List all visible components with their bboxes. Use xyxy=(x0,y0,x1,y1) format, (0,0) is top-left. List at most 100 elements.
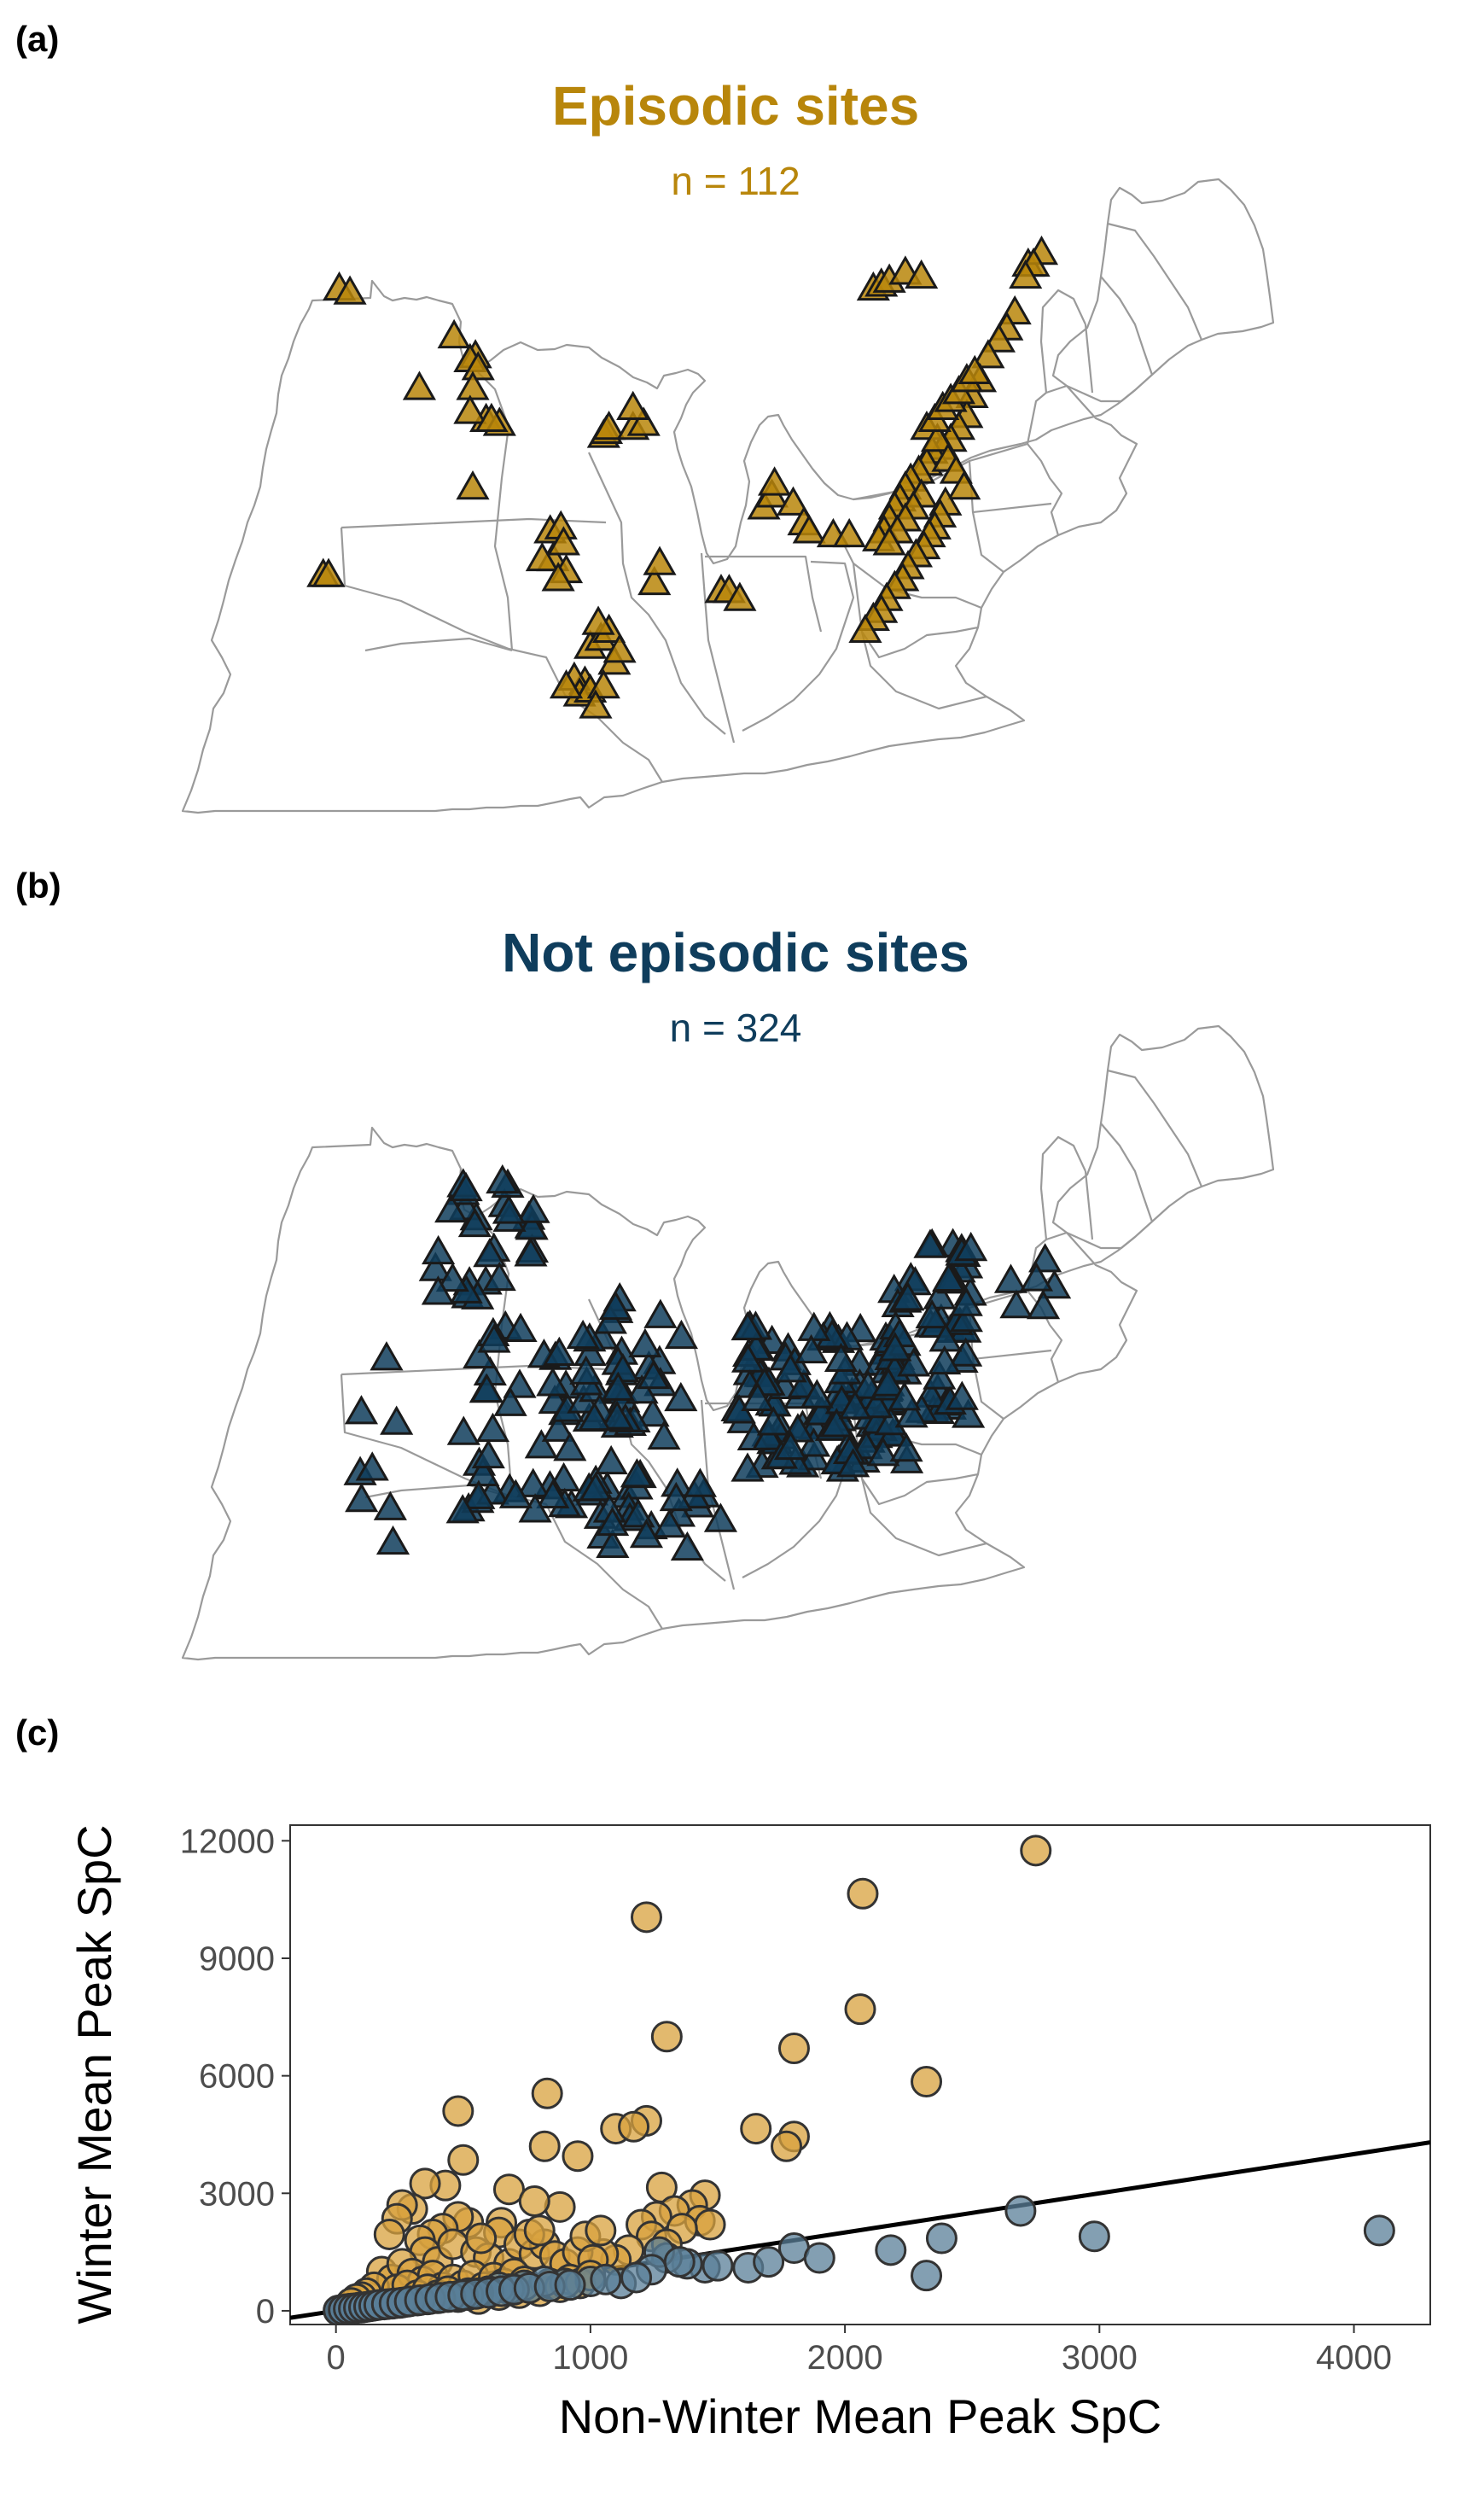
not-episodic-site-marker xyxy=(795,1333,829,1364)
not-episodic-site-marker xyxy=(566,1319,600,1350)
episodic-point xyxy=(740,2113,772,2145)
panel-letter-a: (a) xyxy=(15,19,59,59)
episodic-site-marker xyxy=(333,275,367,305)
x-tick-label: 1000 xyxy=(552,2339,628,2377)
episodic-point xyxy=(777,2033,810,2065)
not-episodic-site-marker xyxy=(596,1528,630,1559)
not-episodic-point xyxy=(925,2222,958,2255)
episodic-site-marker xyxy=(958,354,992,385)
episodic-site-marker xyxy=(947,470,981,500)
not-episodic-site-marker xyxy=(569,1355,603,1385)
y-tick-label: 3000 xyxy=(199,2175,275,2213)
episodic-site-marker xyxy=(776,486,811,516)
episodic-point xyxy=(528,2130,561,2162)
episodic-point xyxy=(373,2218,405,2250)
not-episodic-site-marker xyxy=(756,1406,790,1436)
not-episodic-site-marker xyxy=(741,1381,775,1412)
episodic-site-marker xyxy=(602,633,637,663)
not-episodic-site-marker xyxy=(434,1193,469,1223)
episodic-site-marker xyxy=(311,557,346,587)
not-episodic-site-marker xyxy=(819,1408,853,1438)
not-episodic-site-marker xyxy=(1026,1289,1061,1320)
not-episodic-point xyxy=(1363,2214,1395,2247)
not-episodic-site-marker xyxy=(486,1164,520,1194)
not-episodic-site-marker xyxy=(652,1508,687,1538)
episodic-site-marker xyxy=(437,318,471,349)
episodic-site-marker xyxy=(723,581,757,611)
not-episodic-point xyxy=(875,2234,907,2266)
not-episodic-site-marker xyxy=(894,1398,928,1428)
not-episodic-site-marker xyxy=(999,1289,1033,1319)
episodic-site-marker xyxy=(981,323,1016,353)
not-episodic-site-marker xyxy=(469,1373,504,1403)
not-episodic-site-marker xyxy=(730,1452,765,1482)
not-episodic-point xyxy=(753,2246,785,2278)
y-axis: 0 3000 6000 9000 12000 xyxy=(180,1823,290,2330)
map-episodic xyxy=(181,178,1275,814)
not-episodic-site-marker xyxy=(601,1371,635,1401)
x-axis-label: Non-Winter Mean Peak SpC xyxy=(559,2389,1162,2443)
episodic-site-marker xyxy=(456,370,490,400)
not-episodic-site-marker xyxy=(435,1262,469,1292)
episodic-point xyxy=(518,2185,550,2217)
not-episodic-site-marker xyxy=(370,1341,404,1371)
not-episodic-site-marker xyxy=(577,1401,612,1432)
not-episodic-site-marker xyxy=(993,1263,1028,1293)
not-episodic-site-marker xyxy=(579,1471,613,1502)
episodic-point xyxy=(409,2167,441,2200)
y-tick-label: 12000 xyxy=(180,1823,275,1860)
not-episodic-site-marker xyxy=(647,1420,681,1450)
not-episodic-site-marker xyxy=(498,1479,533,1508)
not-episodic-site-marker xyxy=(503,1368,537,1398)
not-episodic-site-marker xyxy=(600,1400,634,1430)
not-episodic-site-marker xyxy=(375,1525,410,1555)
not-episodic-point xyxy=(554,2269,586,2301)
not-episodic-point xyxy=(590,2263,622,2295)
not-episodic-site-marker xyxy=(593,1304,627,1334)
map-title-episodic: Episodic sites xyxy=(552,75,919,137)
not-episodic-site-marker xyxy=(866,1437,900,1467)
episodic-site-marker xyxy=(1009,259,1043,289)
episodic-site-marker xyxy=(579,689,613,719)
episodic-point xyxy=(442,2095,474,2127)
not-episodic-point xyxy=(701,2249,734,2282)
episodic-site-marker xyxy=(848,613,882,644)
not-episodic-site-marker xyxy=(932,1262,966,1292)
not-episodic-site-marker xyxy=(514,1237,548,1267)
not-episodic-site-marker xyxy=(473,1238,507,1268)
not-episodic-site-marker xyxy=(418,1251,452,1281)
scatter-points xyxy=(323,1835,1395,2325)
not-episodic-site-marker xyxy=(824,1342,859,1373)
not-episodic-site-marker xyxy=(800,1379,834,1409)
episodic-site-marker xyxy=(757,466,792,496)
not-episodic-point xyxy=(803,2242,835,2274)
not-episodic-site-marker xyxy=(915,1298,949,1329)
episodic-point xyxy=(844,1993,876,2026)
not-episodic-site-marker xyxy=(515,1210,549,1240)
panel-letter-c: (c) xyxy=(15,1712,59,1753)
not-episodic-site-marker xyxy=(628,1327,662,1358)
not-episodic-site-marker xyxy=(542,1336,576,1366)
episodic-point xyxy=(544,2190,576,2223)
not-episodic-site-marker xyxy=(482,1261,516,1292)
episodic-site-markers xyxy=(306,235,1059,719)
episodic-site-marker xyxy=(546,526,580,556)
episodic-site-marker xyxy=(872,526,906,556)
not-episodic-site-marker xyxy=(596,1506,630,1537)
episodic-site-marker xyxy=(591,411,626,440)
not-episodic-site-marker xyxy=(621,1498,655,1528)
not-episodic-site-marker xyxy=(516,1193,550,1223)
not-episodic-site-marker xyxy=(928,1345,962,1375)
episodic-point xyxy=(562,2140,594,2173)
x-tick-label: 0 xyxy=(327,2339,346,2377)
episodic-site-marker xyxy=(643,545,677,575)
not-episodic-site-marker xyxy=(664,1381,698,1412)
episodic-site-marker xyxy=(581,605,615,635)
episodic-point xyxy=(1020,1835,1052,1867)
not-episodic-site-marker xyxy=(730,1343,765,1373)
not-episodic-site-marker xyxy=(923,1360,957,1390)
not-episodic-site-marker xyxy=(541,1412,575,1442)
not-episodic-site-marker xyxy=(949,1302,983,1333)
episodic-site-marker xyxy=(971,339,1005,369)
